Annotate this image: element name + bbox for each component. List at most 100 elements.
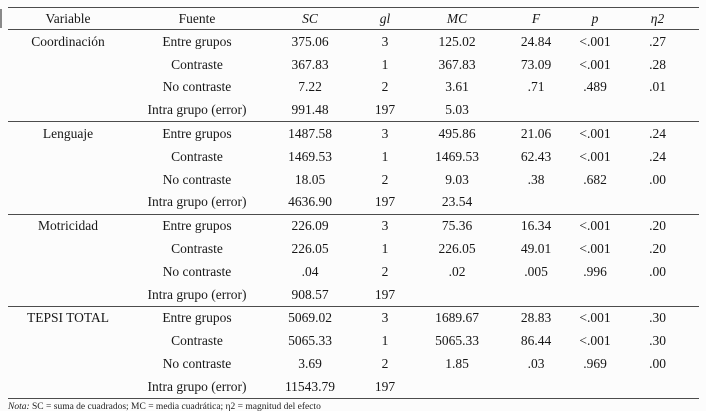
gl-cell: 1 [381, 333, 389, 349]
f-cell: 73.09 [520, 56, 552, 72]
sc-cell: 1487.58 [288, 126, 332, 142]
p-cell: <.001 [579, 126, 611, 142]
eta2-cell: .24 [649, 126, 666, 142]
column-header-gl: gl [379, 10, 391, 26]
f-cell [498, 191, 574, 214]
variable-cell [8, 53, 128, 76]
table-row: No contraste .04 2 .02 .005 .996 .00 [8, 260, 699, 283]
mc-cell: 75.36 [441, 218, 473, 234]
eta2-cell: .00 [649, 171, 666, 187]
mc-cell: 367.83 [438, 56, 476, 72]
gl-cell: 2 [381, 355, 389, 371]
f-cell [498, 283, 574, 306]
p-cell [574, 99, 616, 122]
eta2-cell [616, 283, 699, 306]
gl-cell: 3 [381, 126, 389, 142]
table-row: TEPSI TOTAL Entre grupos 5069.02 3 1689.67 28… [8, 306, 699, 329]
variable-cell [8, 99, 128, 122]
table-row: Lenguaje Entre grupos 1487.58 3 495.86 21.06 <… [8, 122, 699, 145]
sc-cell: 5065.33 [288, 333, 332, 349]
gl-cell: 1 [381, 56, 389, 72]
eta2-cell: .24 [649, 148, 666, 164]
p-cell: <.001 [579, 56, 611, 72]
sc-cell: 3.69 [298, 355, 322, 371]
fuente-cell: Contraste [171, 333, 223, 349]
eta2-cell: .00 [649, 263, 666, 279]
variable-cell [8, 237, 128, 260]
sc-cell: 18.05 [294, 171, 326, 187]
column-header-sc: SC [302, 10, 318, 26]
mc-cell: 1.85 [445, 355, 469, 371]
gl-cell: 2 [381, 171, 389, 187]
note-text: SC = suma de cuadrados; MC = media cuadr… [29, 402, 321, 411]
variable-cell [8, 330, 128, 353]
eta2-cell: .00 [649, 355, 666, 371]
column-header-mc: MC [446, 10, 468, 26]
p-cell: <.001 [579, 218, 611, 234]
sc-cell: 11543.79 [284, 378, 336, 394]
p-cell: .996 [583, 263, 607, 279]
p-cell: .489 [583, 79, 607, 95]
section-tepsi-total: TEPSI TOTAL Entre grupos 5069.02 3 1689.67 28… [8, 306, 699, 398]
table-row: No contraste 3.69 2 1.85 .03 .969 .00 [8, 352, 699, 375]
gl-cell: 2 [381, 263, 389, 279]
gl-cell: 1 [381, 241, 389, 256]
fuente-cell: Entre grupos [162, 126, 232, 142]
p-cell: <.001 [579, 333, 611, 349]
fuente-cell: Entre grupos [162, 33, 232, 49]
scan-artifact [0, 9, 2, 28]
p-cell: <.001 [579, 148, 611, 164]
sc-cell: 375.06 [291, 33, 329, 49]
fuente-cell: No contraste [162, 171, 232, 187]
table-row: Intra grupo (error) 991.48 197 5.03 [8, 99, 699, 122]
table-row: Contraste 367.83 1 367.83 73.09 <.001 .28 [8, 53, 699, 76]
p-cell: .969 [583, 355, 607, 371]
fuente-cell: Entre grupos [162, 218, 232, 234]
f-cell: .38 [527, 171, 545, 187]
fuente-cell: No contraste [162, 355, 232, 371]
fuente-cell: Entre grupos [162, 310, 232, 326]
f-cell: 28.83 [520, 310, 552, 326]
variable-cell: Lenguaje [42, 126, 94, 142]
variable-cell: Motricidad [38, 218, 98, 234]
table-row: Contraste 226.05 1 226.05 49.01 <.001 .20 [8, 237, 699, 260]
column-header-p: p [591, 10, 599, 26]
sc-cell: 1469.53 [288, 148, 332, 164]
sc-cell: 226.05 [291, 241, 329, 256]
sc-cell: 7.22 [298, 79, 322, 95]
sc-cell: 908.57 [291, 286, 329, 302]
note-label: Nota: [8, 402, 30, 411]
gl-cell: 2 [381, 79, 389, 95]
eta2-cell [616, 375, 699, 398]
fuente-cell: Intra grupo (error) [147, 378, 247, 394]
variable-cell: TEPSI TOTAL [26, 310, 110, 326]
sc-cell: 226.09 [291, 218, 329, 234]
fuente-cell: Intra grupo (error) [147, 102, 247, 118]
table-row: No contraste 7.22 2 3.61 .71 .489 .01 [8, 76, 699, 99]
table-note: Nota: SC = suma de cuadrados; MC = media… [8, 402, 321, 411]
table-row: No contraste 18.05 2 9.03 .38 .682 .00 [8, 168, 699, 191]
eta2-cell: .30 [649, 310, 666, 326]
variable-cell [8, 352, 128, 375]
variable-cell [8, 145, 128, 168]
section-motricidad: Motricidad Entre grupos 226.09 3 75.36 16.34 <… [8, 214, 699, 306]
mc-cell: 9.03 [445, 171, 469, 187]
sc-cell: 4636.90 [288, 194, 332, 210]
p-cell [574, 283, 616, 306]
fuente-cell: No contraste [162, 263, 232, 279]
p-cell [574, 375, 616, 398]
variable-cell: Coordinación [31, 33, 105, 49]
variable-cell [8, 76, 128, 99]
mc-cell: 1469.53 [435, 148, 479, 164]
f-cell: 49.01 [520, 241, 552, 256]
f-cell [498, 375, 574, 398]
fuente-cell: Contraste [171, 241, 223, 256]
mc-cell: 5065.33 [435, 333, 479, 349]
gl-cell: 197 [374, 378, 396, 394]
f-cell: 24.84 [520, 33, 552, 49]
mc-cell [416, 375, 498, 398]
table-row: Intra grupo (error) 11543.79 197 [8, 375, 699, 398]
eta2-cell [616, 99, 699, 122]
